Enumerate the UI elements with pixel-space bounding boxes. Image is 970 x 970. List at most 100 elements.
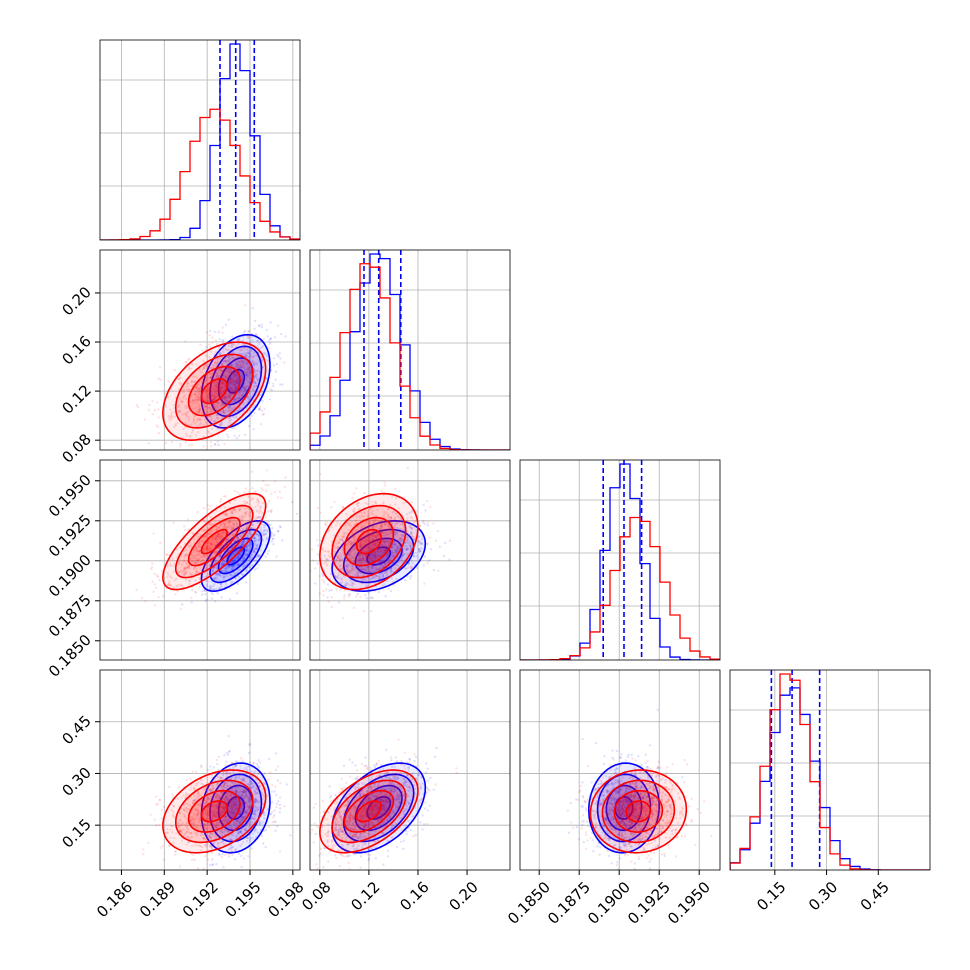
- sample-point: [370, 547, 373, 550]
- sample-point: [371, 597, 375, 600]
- sample-point: [360, 549, 363, 553]
- sample-point: [228, 416, 232, 419]
- sample-point: [252, 389, 256, 392]
- sample-point: [229, 418, 233, 422]
- sample-point: [257, 554, 260, 557]
- sample-point: [342, 597, 346, 600]
- sample-point: [192, 402, 195, 405]
- sample-point: [225, 433, 229, 436]
- sample-point: [227, 395, 230, 398]
- sample-point: [204, 399, 207, 402]
- sample-point: [265, 328, 269, 331]
- sample-point: [215, 587, 218, 591]
- sample-point: [229, 367, 232, 371]
- sample-point: [236, 547, 239, 550]
- sample-point: [390, 520, 393, 523]
- sample-point: [372, 538, 375, 541]
- sample-point: [370, 525, 374, 528]
- sample-point: [368, 546, 371, 549]
- sample-point: [227, 406, 230, 410]
- sample-point: [221, 338, 224, 342]
- sample-point: [216, 440, 220, 443]
- sample-point: [233, 434, 236, 437]
- sample-point: [371, 546, 374, 549]
- sample-point: [326, 563, 329, 567]
- sample-point: [253, 381, 257, 385]
- sample-point: [236, 563, 240, 567]
- sample-point: [366, 531, 369, 535]
- sample-point: [224, 375, 227, 378]
- sample-point: [395, 551, 398, 555]
- sample-point: [352, 543, 355, 546]
- sample-point: [256, 543, 259, 547]
- sample-point: [135, 589, 138, 592]
- sample-point: [173, 406, 176, 410]
- sample-point: [222, 865, 225, 869]
- sample-point: [221, 409, 224, 413]
- sample-point: [237, 537, 240, 540]
- sample-point: [168, 419, 171, 422]
- sample-point: [192, 418, 196, 421]
- sample-point: [227, 419, 231, 422]
- sample-point: [262, 413, 265, 416]
- sample-point: [341, 505, 345, 509]
- sample-point: [366, 546, 369, 549]
- sample-point: [229, 378, 232, 381]
- sample-point: [209, 505, 212, 508]
- sample-point: [221, 397, 225, 400]
- sample-point: [221, 853, 224, 856]
- sample-point: [215, 536, 218, 539]
- sample-point: [243, 512, 247, 515]
- sample-point: [209, 419, 212, 422]
- sample-point: [352, 530, 355, 534]
- sample-point: [356, 512, 360, 516]
- sample-point: [222, 409, 225, 413]
- sample-point: [219, 352, 222, 355]
- sample-point: [382, 565, 386, 568]
- sample-point: [347, 537, 351, 541]
- sample-point: [225, 573, 229, 577]
- sample-point: [351, 565, 354, 568]
- sample-point: [382, 549, 386, 552]
- sample-point: [234, 563, 238, 567]
- sample-point: [183, 573, 186, 576]
- sample-point: [336, 575, 339, 578]
- sample-point: [227, 361, 231, 364]
- sample-point: [316, 507, 320, 510]
- sample-point: [391, 550, 394, 553]
- sample-point: [324, 522, 327, 526]
- sample-point: [235, 380, 238, 383]
- sample-point: [229, 386, 232, 389]
- sample-point: [371, 542, 375, 546]
- sample-point: [182, 560, 186, 563]
- sample-point: [189, 572, 192, 575]
- sample-point: [409, 577, 412, 580]
- sample-point: [217, 330, 220, 334]
- sample-point: [213, 396, 216, 400]
- sample-point: [233, 565, 236, 569]
- sample-point: [377, 533, 380, 536]
- sample-point: [136, 405, 140, 409]
- sample-point: [198, 409, 201, 412]
- sample-point: [190, 543, 193, 547]
- sample-point: [401, 553, 405, 557]
- sample-point: [250, 526, 253, 530]
- sample-point: [230, 345, 234, 349]
- sample-point: [219, 574, 223, 577]
- sample-point: [346, 565, 349, 568]
- sample-point: [195, 401, 198, 404]
- sample-point: [225, 570, 228, 573]
- sample-point: [185, 360, 188, 364]
- sample-point: [212, 399, 215, 402]
- sample-point: [375, 550, 379, 553]
- sample-point: [328, 555, 332, 559]
- sample-point: [158, 366, 162, 369]
- sample-point: [197, 430, 200, 434]
- sample-point: [215, 578, 218, 582]
- sample-point: [351, 535, 354, 538]
- sample-point: [212, 393, 215, 397]
- sample-point: [353, 523, 356, 527]
- sample-point: [279, 383, 282, 386]
- sample-point: [273, 357, 276, 360]
- sample-point: [227, 381, 230, 385]
